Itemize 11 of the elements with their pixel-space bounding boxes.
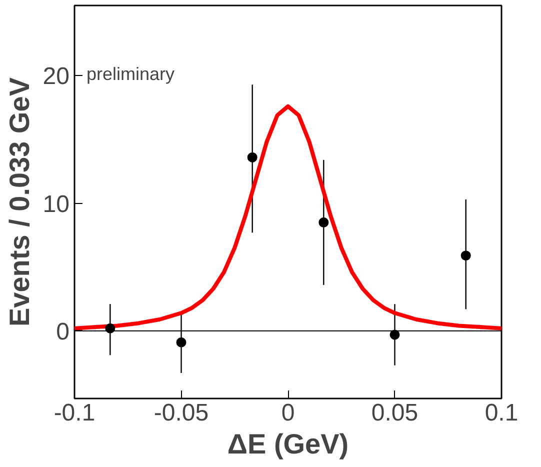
- y-tick-label: 0: [56, 318, 70, 346]
- y-tick-label: 10: [42, 190, 70, 218]
- x-tick-label: 0: [281, 400, 295, 426]
- x-tick-label: 0.05: [371, 400, 418, 426]
- x-tick-label: -0.1: [54, 400, 96, 426]
- y-axis-title: Events / 0.033 GeV: [4, 77, 35, 327]
- annotation: preliminary: [86, 64, 175, 84]
- x-tick-label: -0.05: [154, 400, 209, 426]
- x-tick-label: 0.1: [484, 400, 518, 426]
- y-tick-label: 20: [42, 63, 70, 90]
- x-axis-title: ΔE (GeV): [227, 428, 349, 460]
